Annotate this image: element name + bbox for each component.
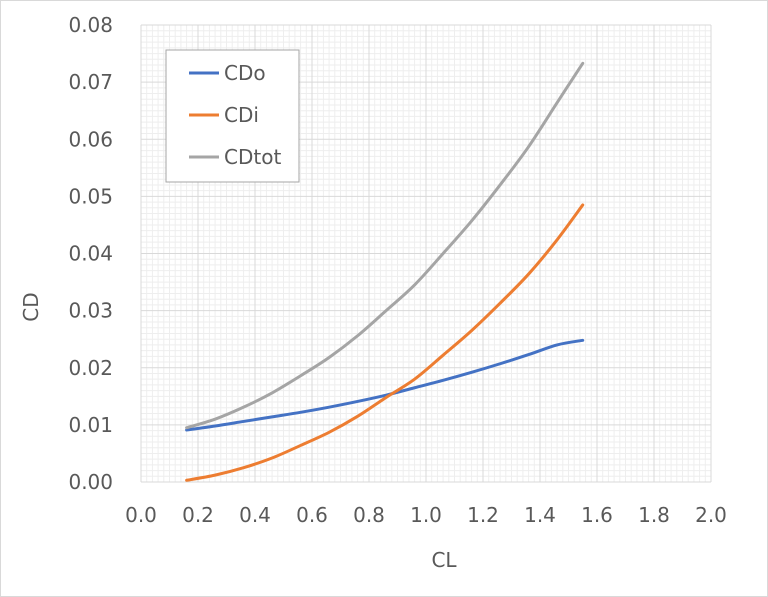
y-tick-label: 0.00 bbox=[68, 470, 113, 494]
legend-label-cdo: CDo bbox=[224, 61, 266, 85]
x-tick-label: 0.2 bbox=[182, 503, 214, 527]
y-axis-title: CD bbox=[19, 292, 43, 321]
legend-label-cdtot: CDtot bbox=[224, 145, 281, 169]
legend: CDo CDi CDtot bbox=[165, 49, 300, 183]
x-tick-label: 1.0 bbox=[410, 503, 442, 527]
y-tick-label: 0.01 bbox=[68, 413, 113, 437]
legend-label-cdi: CDi bbox=[224, 103, 259, 127]
y-tick-label: 0.05 bbox=[68, 184, 113, 208]
x-axis-ticks: 0.0 0.2 0.4 0.6 0.8 1.0 1.2 1.4 1.6 1.8 2.0 bbox=[125, 503, 727, 527]
series-line-cdi bbox=[185, 203, 585, 482]
y-tick-label: 0.02 bbox=[68, 356, 113, 380]
y-tick-label: 0.03 bbox=[68, 299, 113, 323]
series-line-cdo bbox=[185, 338, 585, 432]
x-tick-label: 2.0 bbox=[695, 503, 727, 527]
x-tick-label: 1.6 bbox=[581, 503, 613, 527]
series-lines bbox=[185, 61, 585, 482]
x-tick-label: 0.8 bbox=[353, 503, 385, 527]
series-line-cdtot bbox=[185, 61, 585, 430]
y-tick-label: 0.07 bbox=[68, 70, 113, 94]
x-tick-label: 0.6 bbox=[296, 503, 328, 527]
x-tick-label: 1.8 bbox=[638, 503, 670, 527]
y-axis-ticks: 0.00 0.01 0.02 0.03 0.04 0.05 0.06 0.07 0.08 bbox=[68, 13, 113, 494]
x-tick-label: 1.4 bbox=[524, 503, 556, 527]
y-tick-label: 0.04 bbox=[68, 242, 113, 266]
x-tick-label: 0.0 bbox=[125, 503, 157, 527]
x-tick-label: 0.4 bbox=[239, 503, 271, 527]
legend-box bbox=[165, 49, 300, 183]
y-tick-label: 0.08 bbox=[68, 13, 113, 37]
x-tick-label: 1.2 bbox=[467, 503, 499, 527]
y-tick-label: 0.06 bbox=[68, 127, 113, 151]
x-axis-title: CL bbox=[431, 548, 457, 572]
major-gridlines bbox=[140, 24, 712, 483]
